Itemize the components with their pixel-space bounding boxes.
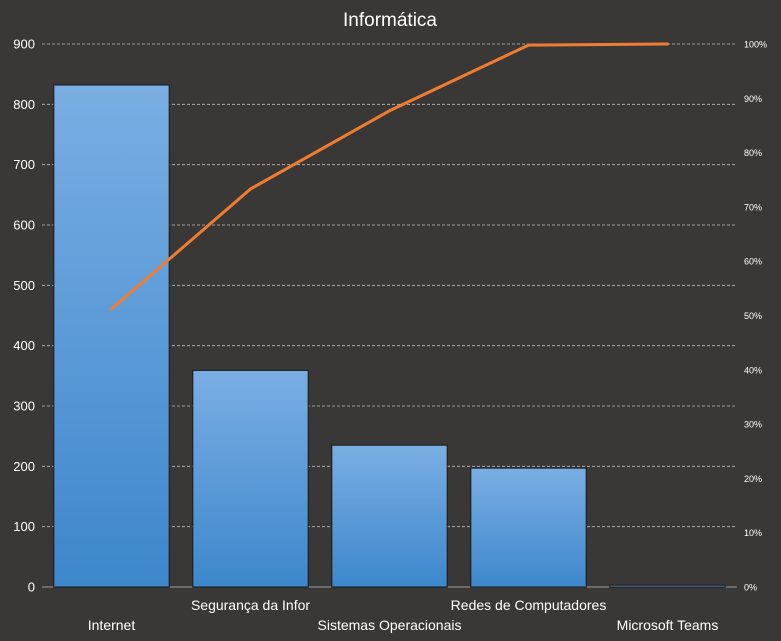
y2-tick-label: 20% — [744, 474, 762, 484]
y2-tick-label: 30% — [744, 420, 762, 430]
y-tick-label: 700 — [13, 157, 35, 172]
category-label: Segurança da Infor — [191, 597, 310, 613]
category-label: Internet — [88, 617, 136, 633]
chart-title: Informática — [343, 10, 437, 31]
y2-tick-label: 60% — [744, 257, 762, 267]
right-axis: 0% 10% 20% 30% 40% 50% 60% 70% 80% 90% 100% — [744, 40, 767, 593]
y2-tick-label: 0% — [744, 583, 757, 593]
cumulative-line — [110, 42, 669, 311]
bar — [53, 84, 170, 588]
y-tick-label: 500 — [13, 278, 35, 293]
y-tick-label: 100 — [13, 519, 35, 534]
category-label: Sistemas Operacionais — [318, 617, 462, 633]
y-tick-label: 400 — [13, 338, 35, 353]
left-axis: 0 100 200 300 400 500 600 700 800 900 — [13, 37, 35, 595]
y2-tick-label: 80% — [744, 148, 762, 158]
bar — [192, 369, 309, 588]
y2-tick-label: 70% — [744, 202, 762, 212]
category-label: Redes de Computadores — [451, 597, 607, 613]
bars — [53, 84, 726, 588]
bar — [331, 444, 448, 588]
bar — [609, 584, 726, 588]
y-tick-label: 900 — [13, 37, 35, 52]
y2-tick-label: 10% — [744, 528, 762, 538]
category-axis: Internet Segurança da Infor Sistemas Opera… — [88, 597, 719, 633]
y-tick-label: 800 — [13, 97, 35, 112]
cumulative-percent-line — [110, 42, 669, 311]
y2-tick-label: 40% — [744, 365, 762, 375]
y-tick-label: 0 — [28, 580, 35, 595]
y-tick-label: 200 — [13, 459, 35, 474]
y-tick-label: 600 — [13, 218, 35, 233]
bar — [470, 467, 587, 588]
category-label: Microsoft Teams — [617, 617, 719, 633]
y-tick-label: 300 — [13, 399, 35, 414]
y2-tick-label: 50% — [744, 311, 762, 321]
y2-tick-label: 90% — [744, 94, 762, 104]
y2-tick-label: 100% — [744, 40, 767, 50]
